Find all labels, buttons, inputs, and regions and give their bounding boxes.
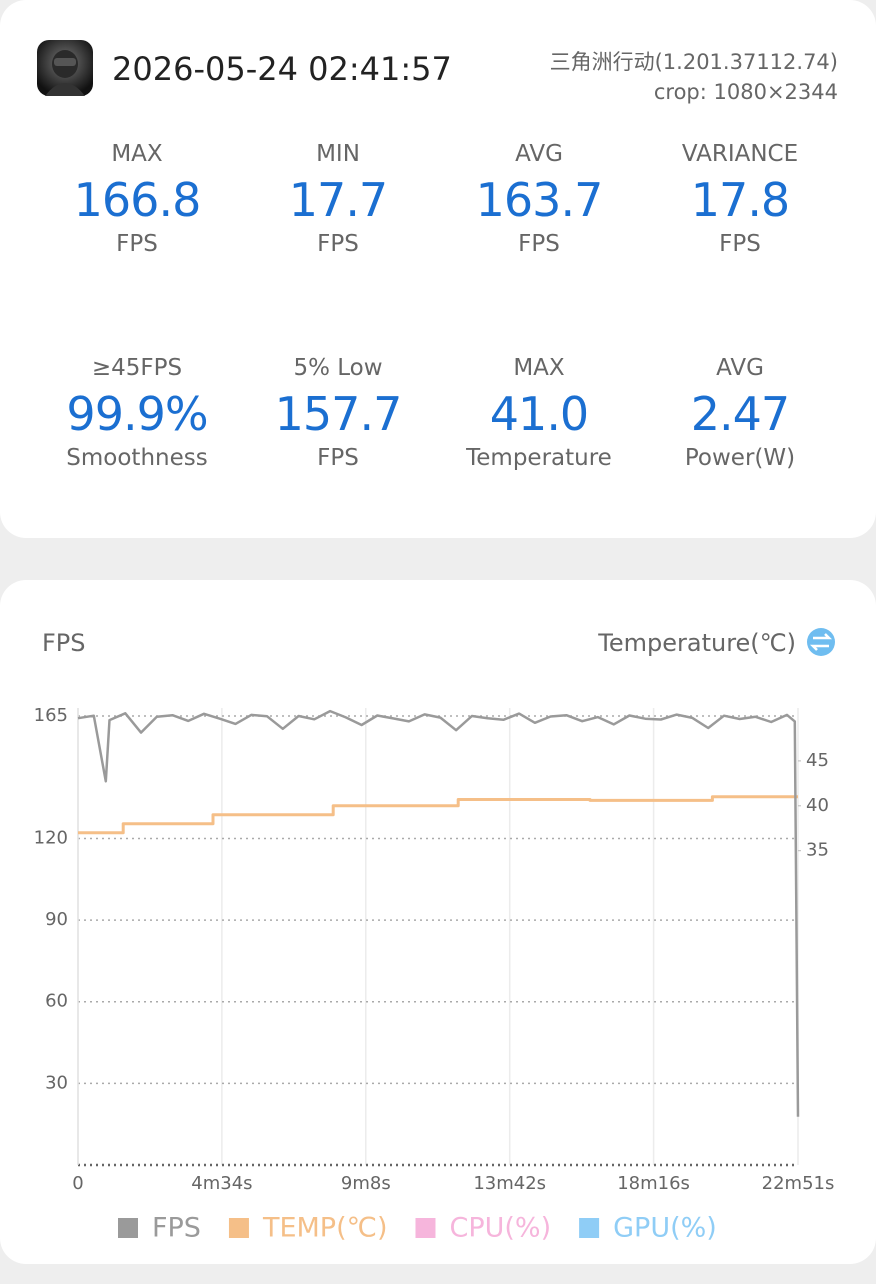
stat-unit: Smoothness xyxy=(66,445,208,471)
y-tick-label: 60 xyxy=(45,991,68,1012)
stat-label: 5% Low xyxy=(293,355,383,381)
x-tick-label: 9m8s xyxy=(341,1173,391,1194)
stat-unit: Power(W) xyxy=(684,445,796,471)
chart-card: FPS Temperature(℃) 0 4m34s 9m8s 13m42s 18m16s 2… xyxy=(0,580,876,1264)
stat: AVG 163.7 FPS xyxy=(439,141,639,257)
stat-value: 99.9% xyxy=(66,387,208,441)
crop-size: crop: 1080×2344 xyxy=(653,80,838,104)
legend-label: FPS xyxy=(152,1213,201,1244)
stat-value: 166.8 xyxy=(73,173,202,227)
stat-label: ≥45FPS xyxy=(91,355,183,381)
datetime: 2026-05-24 02:41:57 xyxy=(112,50,452,88)
x-tick-label: 13m42s xyxy=(473,1173,546,1194)
stat-unit: FPS xyxy=(317,445,359,471)
y2-tick-label: 40 xyxy=(806,795,829,816)
stat-value: 17.7 xyxy=(288,173,388,227)
y-tick-label: 30 xyxy=(45,1072,68,1093)
stat-unit: FPS xyxy=(116,231,158,257)
legend-swatch xyxy=(579,1218,600,1238)
series-line xyxy=(78,795,798,835)
stat-value: 2.47 xyxy=(690,387,790,441)
y-tick-label: 90 xyxy=(45,909,68,930)
legend-label: CPU(%) xyxy=(449,1213,551,1244)
x-tick-label: 0 xyxy=(72,1173,83,1194)
stat-unit: Temperature xyxy=(466,445,612,471)
stat: AVG 2.47 Power(W) xyxy=(640,355,840,471)
x-tick-label: 22m51s xyxy=(762,1173,835,1194)
stat-unit: FPS xyxy=(518,231,560,257)
stat: 5% Low 157.7 FPS xyxy=(238,355,438,471)
summary-card: 2026-05-24 02:41:57 三角洲行动(1.201.37112.74… xyxy=(0,0,876,538)
stat-label: VARIANCE xyxy=(681,141,799,167)
y2-tick-label: 35 xyxy=(806,840,829,861)
app-version: 三角洲行动(1.201.37112.74) xyxy=(549,50,838,74)
legend-swatch xyxy=(415,1218,436,1238)
x-tick-label: 4m34s xyxy=(191,1173,252,1194)
stat-label: AVG xyxy=(716,355,764,381)
stat-value: 163.7 xyxy=(475,173,604,227)
stat-label: MAX xyxy=(513,355,565,381)
y2-axis-title: Temperature(℃) xyxy=(597,629,796,657)
stat: ≥45FPS 99.9% Smoothness xyxy=(37,355,237,471)
stat-unit: FPS xyxy=(719,231,761,257)
stat-unit: FPS xyxy=(317,231,359,257)
stat-value: 17.8 xyxy=(690,173,790,227)
stat-label: MAX xyxy=(111,141,163,167)
stat: MAX 41.0 Temperature xyxy=(439,355,639,471)
swap-icon xyxy=(807,628,835,656)
stat-value: 157.7 xyxy=(274,387,403,441)
stat: MIN 17.7 FPS xyxy=(238,141,438,257)
stat-value: 41.0 xyxy=(489,387,589,441)
legend-label: GPU(%) xyxy=(613,1213,717,1244)
x-tick-label: 18m16s xyxy=(617,1173,690,1194)
stat-label: AVG xyxy=(515,141,563,167)
y2-tick-label: 45 xyxy=(806,750,829,771)
series-line xyxy=(77,709,800,1117)
stat: VARIANCE 17.8 FPS xyxy=(640,141,840,257)
stat-label: MIN xyxy=(316,141,360,167)
stat: MAX 166.8 FPS xyxy=(37,141,237,257)
legend-swatch xyxy=(118,1218,138,1238)
y-tick-label: 120 xyxy=(34,827,68,848)
chart: FPS Temperature(℃) 0 4m34s 9m8s 13m42s 18m16s 2… xyxy=(34,628,835,1244)
y-tick-label: 165 xyxy=(34,705,68,726)
swap-icon-arrows xyxy=(809,633,833,651)
legend-label: TEMP(℃) xyxy=(262,1213,388,1244)
y-axis-title: FPS xyxy=(42,629,86,657)
legend-swatch xyxy=(228,1218,249,1238)
app-icon xyxy=(37,40,93,96)
